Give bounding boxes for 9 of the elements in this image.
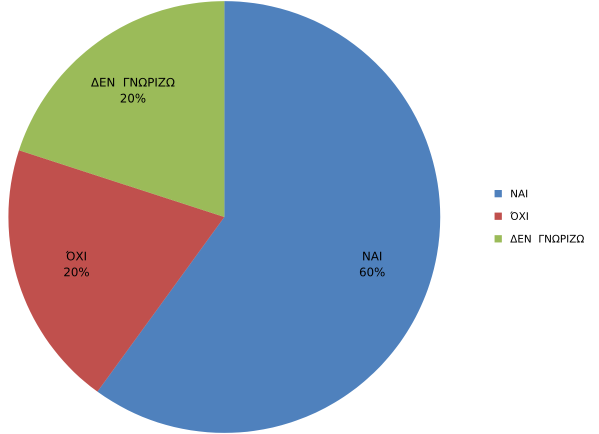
data-label: 60% [360, 267, 385, 276]
slice-label: ΌΧΙ [66, 250, 86, 261]
legend-label: ΌΧΙ [510, 212, 528, 220]
legend-label: ΔΕΝ ΓΝΩΡΙΖΩ [510, 234, 584, 242]
data-label: 20% [120, 94, 146, 103]
slice-label: ΔΕΝ ΓΝΩΡΙΖΩ [91, 78, 174, 87]
data-label: 20% [64, 267, 89, 276]
legend-label: ΝΑΙ [511, 190, 528, 198]
slice-label: ΝΑΙ [363, 252, 382, 260]
